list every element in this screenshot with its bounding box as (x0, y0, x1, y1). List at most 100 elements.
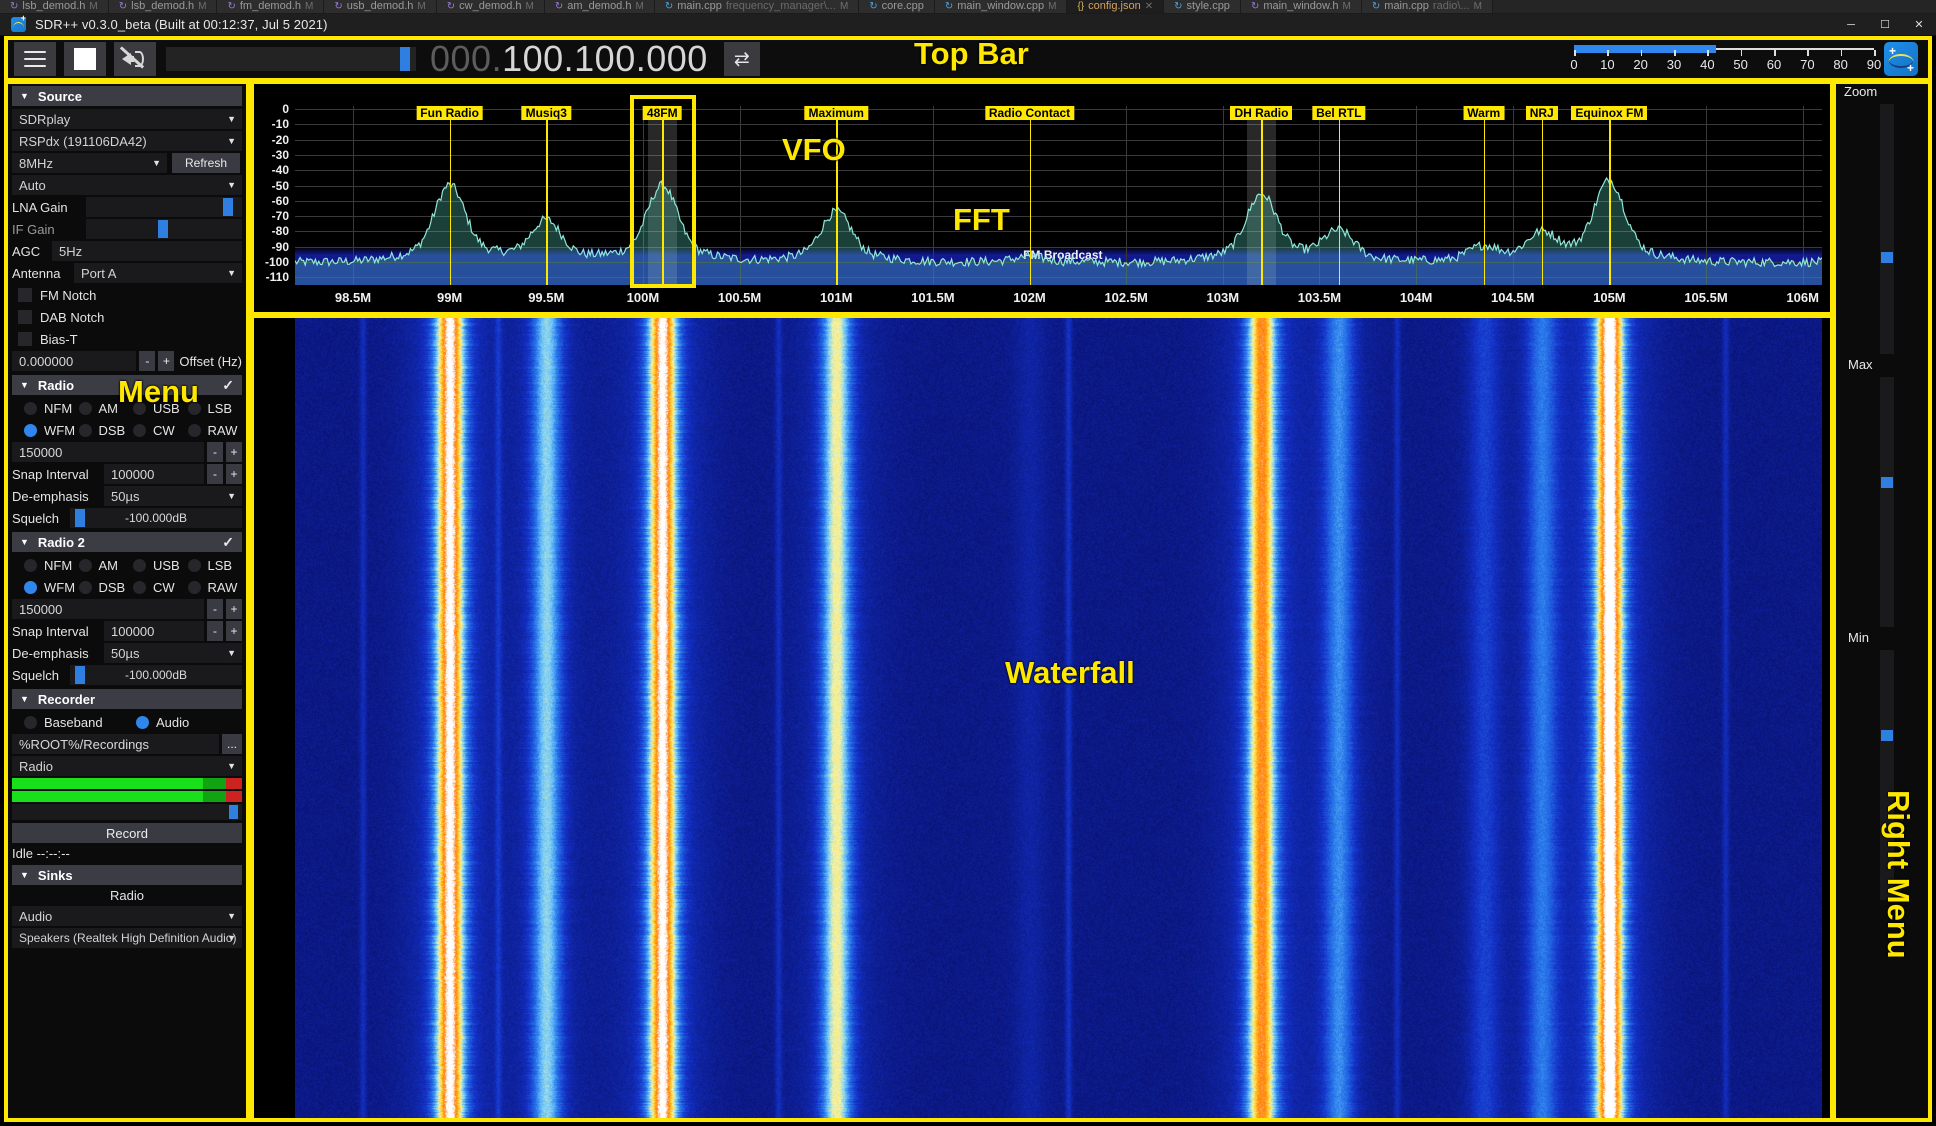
source-driver-combo[interactable]: SDRplay ▼ (12, 109, 242, 129)
stop-stream-button[interactable] (64, 42, 106, 76)
right-menu-panel[interactable]: Zoom Max Min (1836, 82, 1932, 1120)
menu-toggle-button[interactable] (14, 42, 56, 76)
volume-slider[interactable] (166, 47, 416, 71)
waterfall-bitmap[interactable] (295, 316, 1822, 1120)
fft-display[interactable]: 0 -10 -20 -30 -40 -50 -60 -70 -80 -90 -100 -110 FM … (252, 82, 1832, 312)
radio-mode-raw[interactable]: RAW (187, 423, 243, 438)
ide-tab-strip[interactable]: ↻ lsb_demod.h M ↻ lsb_demod.h M ↻ fm_demod.h M… (0, 0, 1936, 14)
zoom-slider[interactable] (1880, 104, 1894, 354)
agc-combo[interactable]: 5Hz (52, 241, 242, 261)
radio2-mode-lsb[interactable]: LSB (187, 558, 243, 573)
ide-tab[interactable]: ↻ cw_demod.h M (436, 0, 545, 13)
sink-type-combo[interactable]: Audio ▼ (12, 906, 242, 926)
window-titlebar[interactable]: SDR++ v0.3.0_beta (Built at 00:12:37, Ju… (0, 14, 1936, 36)
ide-tab-active[interactable]: {} config.json ✕ (1067, 0, 1165, 13)
radio2-squelch-knob[interactable] (75, 666, 86, 684)
ide-tab[interactable]: ↻ main_window.cpp M (934, 0, 1068, 13)
deemphasis-combo[interactable]: 50µs ▼ (104, 486, 242, 506)
volume-knob[interactable] (400, 47, 410, 71)
if-gain-knob[interactable] (157, 220, 168, 238)
radio-bandwidth-input[interactable]: 150000 (12, 442, 204, 462)
bias-t-row[interactable]: Bias-T (12, 329, 242, 349)
radio2-mode-raw[interactable]: RAW (187, 580, 243, 595)
checkmark-icon[interactable]: ✓ (222, 376, 234, 393)
sinks-section-header[interactable]: ▼ Sinks (12, 865, 242, 885)
radio2-mode-usb[interactable]: USB (133, 558, 188, 573)
bandwidth-plus-button[interactable]: + (226, 442, 242, 462)
snap-interval-input[interactable]: 100000 (104, 464, 204, 484)
recorder-gain-knob[interactable] (229, 805, 238, 819)
fft-plot-area[interactable]: FM Broadcast Fun Radio Musiq3 48FM Maximum R… (295, 106, 1822, 285)
waterfall-canvas[interactable] (295, 316, 1822, 1120)
radio2-section-header[interactable]: ▼ Radio 2 ✓ (12, 532, 242, 552)
sdrpp-logo-icon[interactable]: + + (1884, 42, 1918, 76)
radio-mode-am[interactable]: AM (78, 401, 134, 416)
frequency-display[interactable]: 000.100.100.000 (430, 38, 708, 80)
bias-t-checkbox[interactable] (18, 332, 32, 346)
recorder-mode-baseband[interactable]: Baseband (24, 715, 136, 730)
samplerate-combo[interactable]: 8MHz ▼ (12, 153, 167, 173)
radio2-bandwidth-input[interactable]: 150000 (12, 599, 204, 619)
ide-tab[interactable]: ↻ am_demod.h M (544, 0, 655, 13)
mute-button[interactable] (114, 42, 156, 76)
swap-vfo-button[interactable]: ⇄ (723, 42, 760, 76)
radio-mode-wfm[interactable]: WFM (24, 423, 79, 438)
dab-notch-checkbox[interactable] (18, 310, 32, 324)
waterfall-display[interactable] (252, 316, 1832, 1120)
radio-mode-nfm[interactable]: NFM (24, 401, 79, 416)
close-button[interactable]: ✕ (1914, 19, 1924, 31)
lna-gain-slider[interactable] (86, 197, 242, 217)
if-gain-slider[interactable] (86, 219, 242, 239)
radio2-mode-cw[interactable]: CW (133, 580, 188, 595)
antenna-combo[interactable]: Port A ▼ (74, 263, 242, 283)
refresh-button[interactable]: Refresh (172, 153, 240, 173)
ide-tab[interactable]: ↻ main_window.h M (1240, 0, 1362, 13)
squelch-knob[interactable] (75, 509, 86, 527)
radio2-bandwidth-minus-button[interactable]: - (207, 599, 223, 619)
maximize-button[interactable]: ☐ (1880, 19, 1890, 31)
recorder-mode-audio[interactable]: Audio (136, 715, 236, 730)
fm-notch-checkbox[interactable] (18, 288, 32, 302)
ide-tab[interactable]: ↻ fm_demod.h M (217, 0, 325, 13)
zoom-knob[interactable] (1881, 252, 1893, 263)
radio2-snap-plus-button[interactable]: + (226, 621, 242, 641)
max-level-knob[interactable] (1881, 477, 1893, 488)
radio-section-header[interactable]: ▼ Radio ✓ (12, 375, 242, 395)
minimize-button[interactable]: ─ (1847, 18, 1855, 31)
ide-tab[interactable]: ↻ style.cpp (1164, 0, 1241, 13)
offset-input[interactable]: 0.000000 (12, 351, 137, 371)
source-section-header[interactable]: ▼ Source (12, 86, 242, 106)
squelch-slider[interactable]: -100.000dB (70, 508, 242, 528)
recorder-stream-combo[interactable]: Radio ▼ (12, 756, 242, 776)
min-level-slider[interactable] (1880, 650, 1894, 900)
source-device-combo[interactable]: RSPdx (191106DA42) ▼ (12, 131, 242, 151)
recorder-browse-button[interactable]: ... (222, 734, 242, 754)
radio-mode-usb[interactable]: USB (133, 401, 188, 416)
radio2-bandwidth-plus-button[interactable]: + (226, 599, 242, 619)
ide-tab[interactable]: ↻ lsb_demod.h M (0, 0, 109, 13)
checkmark-icon[interactable]: ✓ (222, 533, 234, 550)
recorder-gain-slider[interactable] (12, 804, 242, 820)
vfo-bandwidth-band-secondary[interactable] (1246, 106, 1276, 285)
radio2-deemphasis-combo[interactable]: 50µs ▼ (104, 643, 242, 663)
radio2-mode-nfm[interactable]: NFM (24, 558, 79, 573)
offset-minus-button[interactable]: - (139, 351, 156, 371)
ide-tab[interactable]: ↻ usb_demod.h M (324, 0, 437, 13)
max-level-slider[interactable] (1880, 377, 1894, 627)
snap-plus-button[interactable]: + (226, 464, 242, 484)
min-level-knob[interactable] (1881, 730, 1893, 741)
snap-minus-button[interactable]: - (207, 464, 223, 484)
radio-mode-dsb[interactable]: DSB (78, 423, 134, 438)
fft-height-slider[interactable]: 0 10 20 30 40 50 60 70 80 90 (1570, 42, 1881, 76)
bandwidth-minus-button[interactable]: - (207, 442, 223, 462)
ide-tab-close-icon[interactable]: ✕ (1144, 0, 1154, 12)
recorder-section-header[interactable]: ▼ Recorder (12, 689, 242, 709)
radio2-snap-minus-button[interactable]: - (207, 621, 223, 641)
offset-plus-button[interactable]: + (158, 351, 175, 371)
ide-tab[interactable]: ↻ main.cpp radio\... M (1361, 0, 1493, 13)
ide-tab[interactable]: ↻ main.cpp frequency_manager\... M (654, 0, 860, 13)
radio2-mode-wfm[interactable]: WFM (24, 580, 79, 595)
radio2-mode-am[interactable]: AM (78, 558, 134, 573)
fm-notch-row[interactable]: FM Notch (12, 285, 242, 305)
record-button[interactable]: Record (12, 823, 242, 843)
